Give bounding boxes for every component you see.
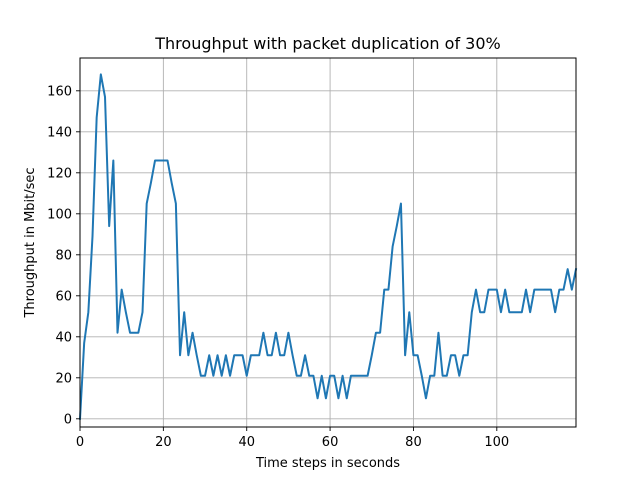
x-tick-label: 100 bbox=[484, 435, 509, 450]
x-tick-label: 60 bbox=[322, 435, 339, 450]
x-axis-label: Time steps in seconds bbox=[255, 456, 400, 471]
grid bbox=[79, 58, 576, 427]
y-tick-label: 120 bbox=[47, 166, 72, 181]
series-layer bbox=[78, 73, 578, 420]
y-tick-label: 160 bbox=[47, 84, 72, 99]
y-tick-label: 80 bbox=[55, 248, 72, 263]
y-tick-label: 140 bbox=[47, 125, 72, 140]
x-tick-label: 0 bbox=[76, 435, 84, 450]
y-tick-label: 100 bbox=[47, 207, 72, 222]
x-tick-label: 80 bbox=[405, 435, 422, 450]
ticks: 0 20 40 60 80 100 0 20 40 60 80 100 120 140 160 bbox=[47, 84, 509, 450]
y-tick-label: 0 bbox=[64, 412, 72, 427]
series-line bbox=[78, 73, 578, 420]
y-tick-label: 20 bbox=[55, 371, 72, 386]
x-tick-label: 40 bbox=[238, 435, 255, 450]
plot-frame bbox=[79, 57, 577, 428]
x-tick-label: 20 bbox=[155, 435, 172, 450]
y-axis-label: Throughput in Mbit/sec bbox=[23, 167, 38, 318]
y-tick-label: 60 bbox=[55, 289, 72, 304]
chart-title: Throughput with packet duplication of 30… bbox=[154, 34, 500, 53]
y-tick-label: 40 bbox=[55, 330, 72, 345]
